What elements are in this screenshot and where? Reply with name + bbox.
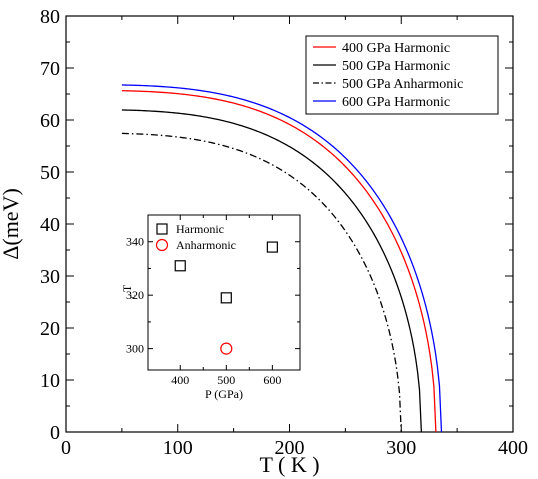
y-tick-label: 30	[40, 266, 60, 288]
main-x-axis-label: T ( K )	[259, 452, 319, 477]
x-tick-label: 400	[498, 437, 528, 459]
y-tick-label: 80	[40, 6, 60, 28]
inset-y-tick-label: 320	[126, 288, 144, 302]
inset-x-tick-label: 400	[171, 373, 189, 387]
inset-y-ticks: 300 320 340	[126, 235, 300, 356]
inset-y-axis-label-subscript: c	[127, 295, 137, 299]
y-tick-label: 70	[40, 58, 60, 80]
main-curves	[121, 84, 443, 433]
inset-y-tick-label: 340	[126, 235, 144, 249]
inset-legend: Harmonic Anharmonic	[155, 222, 236, 252]
inset-y-tick-label: 300	[126, 342, 144, 356]
inset-x-tick-label: 600	[263, 373, 281, 387]
legend-label-2: 500 GPa Anharmonic	[342, 77, 463, 92]
inset-legend-label-1: Anharmonic	[176, 238, 236, 252]
series-line-0	[121, 90, 437, 433]
main-legend: 400 GPa Harmonic 500 GPa Harmonic 500 GPa …	[305, 35, 499, 115]
inset-points	[174, 241, 278, 355]
x-tick-label: 200	[275, 437, 305, 459]
inset-x-tick-label: 500	[217, 373, 235, 387]
inset-y-axis-label-main: T	[120, 284, 134, 292]
y-tick-label: 20	[40, 318, 60, 340]
inset-x-axis-label: P (GPa)	[205, 387, 243, 401]
legend-label-1: 500 GPa Harmonic	[342, 59, 450, 74]
y-tick-label: 50	[40, 162, 60, 184]
main-y-ticks: 0 10 20 30 40 50 60 70 80	[40, 6, 513, 444]
inset-point-0-1	[220, 292, 232, 304]
inset-legend-marker-1	[155, 238, 169, 252]
series-line-2	[121, 132, 402, 433]
main-legend-box	[305, 35, 499, 115]
inset-x-ticks: 400 500 600	[171, 215, 281, 387]
inset-point-1-0	[220, 342, 233, 355]
y-tick-label: 60	[40, 110, 60, 132]
x-tick-label: 300	[386, 437, 416, 459]
inset-legend-label-0: Harmonic	[176, 222, 224, 236]
inset-legend-marker-0	[156, 223, 168, 235]
inset-point-0-0	[174, 260, 186, 272]
inset-plot: 400 500 600 300 320 340 P (GPa) T c Harmonic…	[120, 214, 301, 401]
series-line-3	[121, 84, 443, 433]
y-tick-label: 10	[40, 370, 60, 392]
legend-label-3: 600 GPa Harmonic	[342, 95, 450, 110]
series-line-1	[121, 109, 423, 433]
x-tick-label: 100	[163, 437, 193, 459]
x-tick-label: 0	[61, 437, 71, 459]
y-tick-label: 40	[40, 214, 60, 236]
main-x-ticks: 0 100 200 300 400	[61, 16, 528, 459]
legend-label-0: 400 GPa Harmonic	[342, 41, 450, 56]
main-y-axis-label: Δ(meV)	[0, 188, 23, 260]
y-tick-label: 0	[50, 422, 60, 444]
inset-y-axis-label: T c	[120, 284, 137, 298]
inset-point-0-2	[266, 241, 278, 253]
